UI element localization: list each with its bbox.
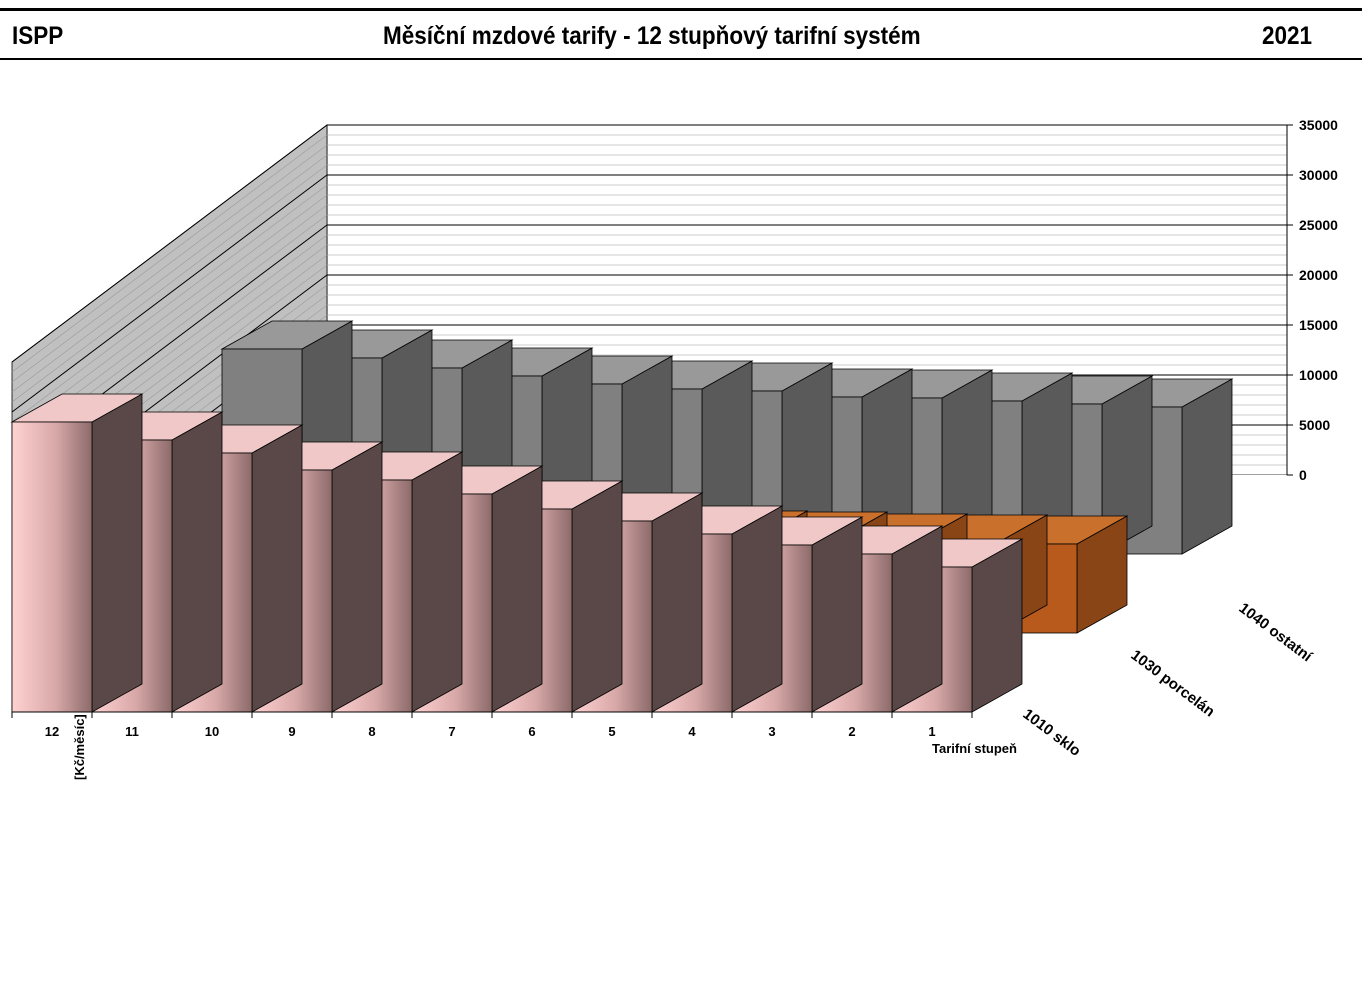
gridline (11, 174, 1287, 413)
gridline (11, 134, 1287, 373)
y-tick-label: 20000 (1299, 267, 1338, 283)
y-tick-label: 15000 (1299, 317, 1338, 333)
y-tick-label: 25000 (1299, 217, 1338, 233)
gridline (11, 184, 1287, 423)
header-bar: ISPP Měsíční mzdové tarify - 12 stupňový… (0, 8, 1362, 60)
gridline (11, 164, 1287, 403)
x-tick-label: 11 (125, 724, 139, 739)
gridline (11, 214, 1287, 453)
y-axis: 0 5000 10000 15000 20000 25000 30000 35000 (1286, 117, 1338, 483)
series-sklo-group (10, 393, 1024, 713)
x-tick-label: 5 (608, 724, 615, 739)
bar-sklo-12 (10, 393, 144, 713)
x-tick-label: 3 (768, 724, 775, 739)
y-tick-label: 0 (1299, 467, 1307, 483)
page-title: Měsíční mzdové tarify - 12 stupňový tari… (383, 22, 921, 50)
x-tick-label: 8 (368, 724, 375, 739)
year-label: 2021 (1262, 22, 1313, 50)
depth-series-label: 1030 porcelán (1128, 647, 1218, 721)
x-axis: 12 11 10 9 8 7 6 5 4 3 2 1 (11, 711, 973, 739)
y-tick-label: 10000 (1299, 367, 1338, 383)
gridline (11, 124, 1287, 363)
gridline (11, 224, 1287, 463)
x-axis-title: Tarifní stupeň (932, 741, 1017, 756)
org-label: ISPP (12, 22, 64, 50)
y-axis-title: [Kč/měsíc] (72, 714, 87, 780)
x-tick-label: 10 (205, 724, 219, 739)
x-tick-label: 4 (688, 724, 696, 739)
x-tick-label: 7 (448, 724, 455, 739)
depth-series-label: 1010 sklo (1020, 706, 1084, 760)
x-tick-label: 9 (288, 724, 295, 739)
x-tick-label: 6 (528, 724, 535, 739)
x-tick-label: 12 (45, 724, 59, 739)
gridline (11, 234, 1287, 473)
y-tick-label: 30000 (1299, 167, 1338, 183)
y-tick-label: 5000 (1299, 417, 1330, 433)
x-tick-label: 2 (848, 724, 855, 739)
y-tick-label: 35000 (1299, 117, 1338, 133)
depth-series-label: 1040 ostatní (1236, 600, 1316, 666)
gridline (11, 144, 1287, 383)
gridline (11, 154, 1287, 393)
gridline (11, 194, 1287, 433)
gridline (11, 204, 1287, 443)
x-tick-label: 1 (928, 724, 935, 739)
